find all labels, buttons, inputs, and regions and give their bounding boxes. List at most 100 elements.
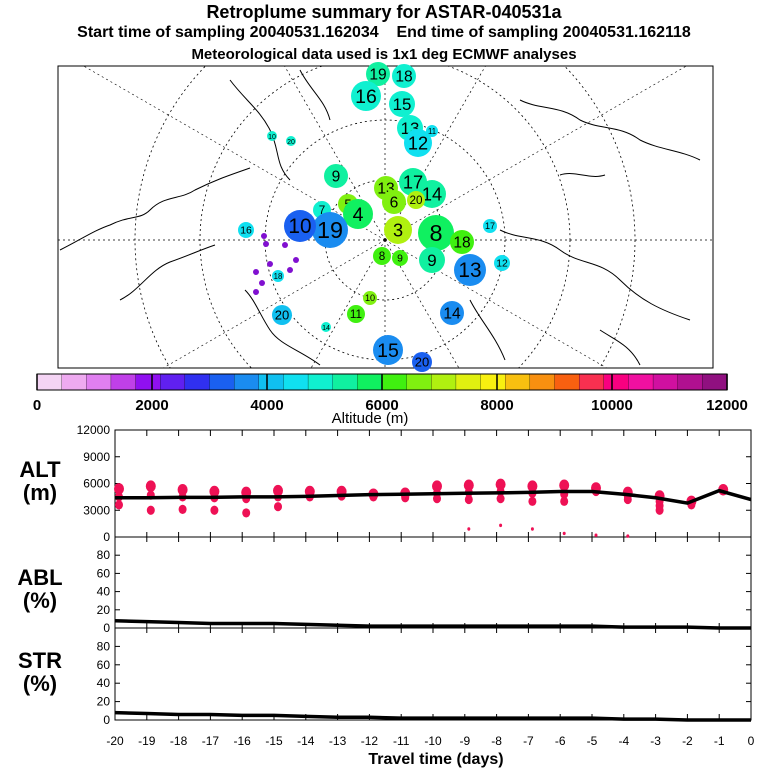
colorbar-cell [381,373,408,391]
trajectory-cluster [253,289,259,295]
trajectory-cluster [312,212,348,248]
colorbar-cell [258,373,285,391]
x-tick-label: -1 [714,734,725,748]
trajectory-cluster [284,210,316,242]
trajectory-cluster [494,255,510,271]
trajectory-cluster [272,270,284,282]
x-tick-label: -4 [618,734,629,748]
time-series-panels: ALT (m) ABL (%) STR (%) 1200090006000300… [17,423,754,768]
colorbar-cell [554,373,580,391]
y-tick-label: 9000 [83,450,110,464]
abl-y-axis: 80 60 40 20 0 [97,548,751,635]
abl-unit: (%) [23,588,57,613]
meridian-line [384,239,608,368]
coastline [244,289,321,366]
colorbar-cell [209,373,235,391]
cluster-day-label: 13 [458,259,481,282]
x-tick-label: -15 [265,734,283,748]
colorbar-tick-label: 6000 [365,397,398,414]
colorbar-tick-label: 10000 [591,397,633,414]
cluster-day-label: 3 [393,220,403,240]
trajectory-cluster [253,269,259,275]
cluster-day-label: 20 [415,355,429,370]
alt-cluster-point [145,480,156,492]
cluster-day-label: 19 [369,66,386,83]
colorbar-ticks: 0 2000 4000 6000 8000 10000 12000 [33,374,748,414]
trajectory-cluster [287,267,293,273]
y-tick-label: 6000 [83,477,110,491]
x-tick-label: -8 [491,734,502,748]
sampling-end: End time of sampling 20040531.162118 [396,24,691,41]
str-unit: (%) [23,671,57,696]
cluster-day-label: 9 [332,168,341,185]
y-tick-label: 0 [103,713,110,727]
colorbar-cell [455,373,482,391]
cluster-day-label: 17 [485,221,495,231]
alt-cluster-point [560,496,569,506]
cluster-day-label: 15 [377,340,399,362]
panels-frame [114,429,752,721]
altitude-colorbar: 0 2000 4000 6000 8000 10000 12000 Altitude (m) [33,373,748,427]
colorbar-cell [357,373,383,391]
colorbar-cell [135,373,161,391]
cluster-day-label: 8 [379,250,386,263]
alt-unit: (m) [23,480,57,505]
trajectory-cluster [351,81,381,111]
colorbar-cell [702,373,728,391]
trajectory-cluster [483,219,497,233]
x-tick-label: -9 [459,734,470,748]
x-axis: -20 -19 -18 -17 -16 -15 -14 -13 -12 -11 -10 -9 -8 -7-… [106,430,755,748]
colorbar-tick-label: 12000 [706,397,748,414]
trajectory-cluster [373,335,403,365]
y-tick-label: 60 [97,566,111,580]
y-tick-label: 80 [97,548,111,562]
coastline [59,167,251,251]
colorbar-cell [431,373,457,391]
x-tick-label: -2 [682,734,693,748]
cluster-day-label: 20 [275,308,289,323]
cluster-day-label: 18 [453,234,470,251]
trajectory-cluster [418,215,454,251]
alt-cluster-point [594,533,598,537]
colorbar-cell [233,373,260,391]
y-tick-label: 40 [97,676,111,690]
trajectory-cluster [267,131,277,141]
coastline [119,244,216,301]
colorbar-cell [652,373,679,391]
cluster-day-label: 18 [395,68,412,85]
trajectory-cluster [272,305,292,325]
colorbar-cell [61,373,87,391]
alt-scatter [114,478,729,538]
trajectory-cluster [426,125,438,137]
alt-label: ALT [19,457,61,482]
cluster-day-label: 4 [353,204,364,226]
x-tick-label: -3 [650,734,661,748]
trajectory-cluster [392,64,416,88]
cluster-day-label: 16 [240,226,252,237]
cluster-day-label: 14 [443,305,461,322]
x-tick-label: -19 [138,734,156,748]
cluster-day-label: 8 [429,220,442,246]
x-tick-label: -20 [106,734,124,748]
alt-cluster-point [464,494,473,505]
trajectory-cluster [407,191,425,209]
met-data-note: Meteorological data used is 1x1 deg ECMW… [191,46,577,63]
alt-cluster-point [626,534,630,538]
x-tick-label: -10 [424,734,442,748]
x-axis-label: Travel time (days) [368,751,503,768]
x-tick-label: -7 [523,734,534,748]
colorbar-cell [332,373,359,391]
trajectory-cluster [404,129,432,157]
alt-cluster-point [562,531,566,536]
cluster-day-label: 12 [408,133,428,153]
cluster-day-label: 17 [403,172,423,192]
alt-cluster-point [114,483,124,495]
colorbar-cell [578,373,605,391]
colorbar-cell [110,373,137,391]
trajectory-cluster [324,164,348,188]
cluster-day-label: 20 [287,139,295,146]
coastline [499,229,691,321]
trajectory-cluster [363,291,377,305]
trajectory-cluster [366,62,390,86]
